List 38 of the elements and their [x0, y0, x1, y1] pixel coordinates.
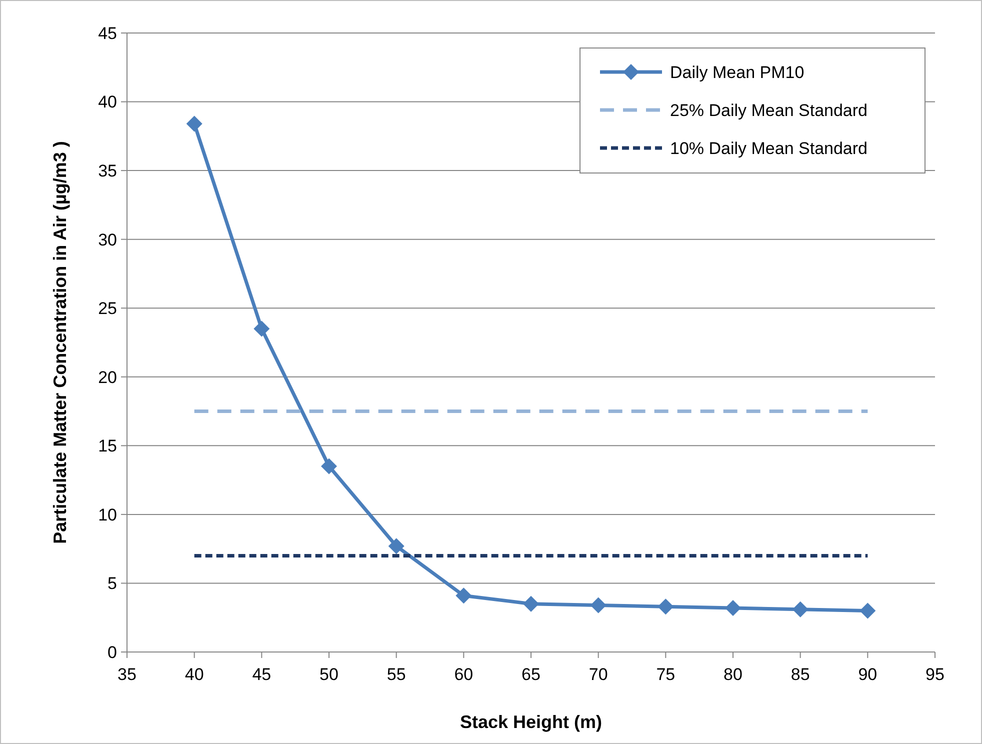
y-tick-label: 20 — [98, 368, 117, 387]
point — [590, 597, 606, 614]
point — [725, 600, 741, 616]
x-tick-label: 60 — [454, 665, 474, 684]
point — [658, 598, 674, 615]
point — [254, 320, 270, 337]
y-axis-title: Particulate Matter Concentration in Air (µg/m3 ) — [50, 141, 70, 544]
point — [321, 458, 337, 474]
legend-label: 10% Daily Mean Standard — [670, 138, 868, 158]
y-tick-label: 30 — [98, 230, 117, 250]
point — [792, 601, 808, 618]
x-tick-label: 65 — [522, 665, 540, 684]
y-tick-label: 45 — [98, 24, 117, 43]
x-tick-label: 80 — [724, 665, 742, 684]
x-tick-label: 50 — [320, 665, 338, 684]
y-tick-label: 5 — [108, 574, 117, 594]
x-axis-title: Stack Height (m) — [460, 712, 602, 732]
x-tick-label: 55 — [386, 665, 406, 684]
point — [456, 588, 472, 604]
x-tick-label: 85 — [790, 665, 810, 684]
y-tick-label: 40 — [98, 92, 117, 112]
x-tick-label: 45 — [252, 665, 272, 684]
y-tick-label: 25 — [98, 299, 117, 318]
point — [523, 596, 539, 612]
y-tick-label: 35 — [98, 162, 117, 181]
legend-label: Daily Mean PM10 — [670, 62, 804, 82]
point — [186, 116, 202, 132]
x-tick-label: 95 — [926, 665, 944, 684]
y-tick-label: 10 — [98, 505, 117, 524]
x-tick-label: 40 — [184, 665, 204, 684]
point — [860, 602, 876, 619]
point — [388, 538, 404, 554]
x-tick-label: 75 — [656, 665, 676, 684]
y-tick-label: 15 — [98, 436, 117, 456]
x-tick-label: 70 — [588, 665, 608, 684]
x-tick-label: 90 — [858, 665, 878, 684]
y-tick-label: 0 — [108, 642, 117, 662]
legend-label: 25% Daily Mean Standard — [670, 100, 868, 120]
